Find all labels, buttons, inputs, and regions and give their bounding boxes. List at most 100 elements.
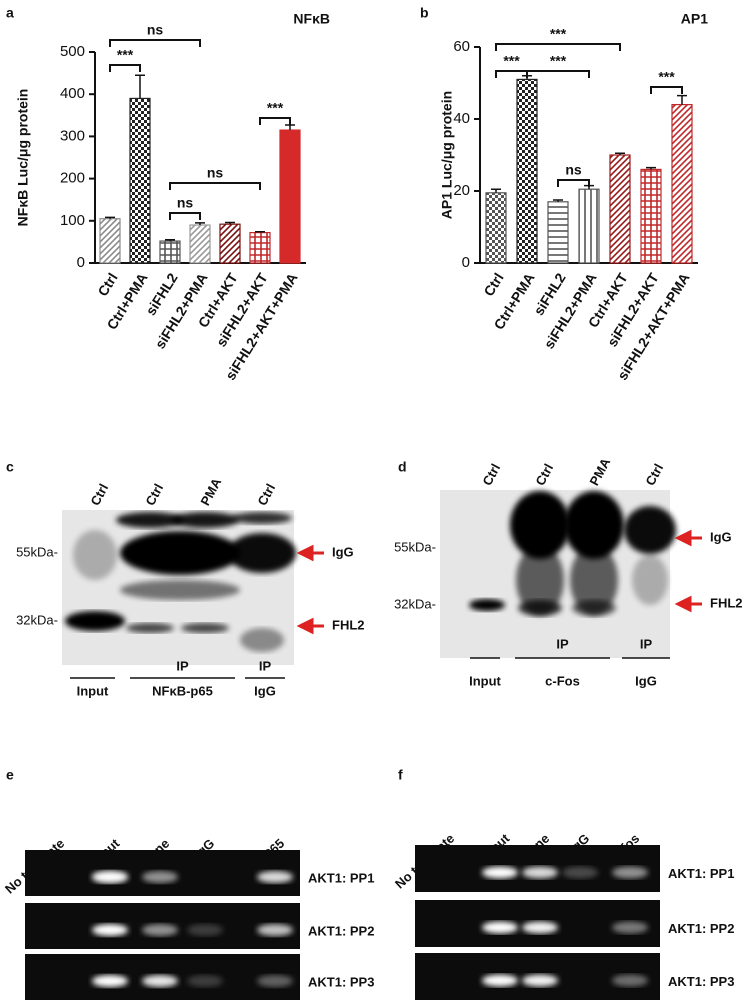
row-label: AKT1: PP1 bbox=[308, 870, 374, 885]
gel-band bbox=[142, 871, 178, 883]
size-marker: 32kDa- bbox=[16, 612, 58, 627]
group-label: Input bbox=[77, 683, 109, 698]
significance-bracket bbox=[495, 70, 528, 78]
bar bbox=[189, 224, 211, 264]
significance-label: ns bbox=[147, 22, 164, 38]
significance-label: ns bbox=[177, 195, 194, 211]
bar bbox=[578, 188, 600, 264]
blot-band bbox=[171, 512, 239, 528]
y-axis-label: AP1 Luc/μg protein bbox=[439, 91, 455, 219]
panel-letter: a bbox=[6, 5, 14, 21]
error-bar bbox=[615, 152, 625, 155]
significance-bracket bbox=[495, 43, 621, 51]
bar bbox=[485, 192, 507, 264]
significance-label: ns bbox=[565, 162, 582, 178]
row-label: AKT1: PP2 bbox=[308, 923, 374, 938]
gel-band bbox=[187, 975, 223, 987]
lane-label: Ctrl bbox=[142, 481, 166, 508]
row-label: AKT1: PP3 bbox=[668, 974, 734, 989]
significance-bracket bbox=[526, 70, 590, 78]
lane-label: PMA bbox=[586, 455, 613, 488]
error-bar bbox=[105, 216, 115, 219]
chart-title: AP1 bbox=[681, 11, 708, 27]
ip-label: IP bbox=[640, 636, 653, 651]
significance-label: ns bbox=[207, 165, 224, 181]
y-tick-label: 200 bbox=[60, 170, 85, 187]
blot-band bbox=[240, 628, 284, 652]
blot-band bbox=[570, 545, 618, 615]
bar bbox=[516, 78, 538, 264]
error-bar bbox=[195, 222, 205, 226]
gel-band bbox=[187, 924, 223, 936]
bar bbox=[671, 103, 693, 264]
x-tick-label: Ctrl bbox=[94, 270, 120, 299]
lane-label: Ctrl bbox=[532, 461, 556, 488]
bar bbox=[640, 168, 662, 264]
error-bar bbox=[646, 166, 656, 170]
y-tick-label: 500 bbox=[60, 43, 85, 60]
gel-band bbox=[92, 871, 128, 883]
gel-band bbox=[257, 871, 293, 883]
ip-label: IP bbox=[556, 636, 569, 651]
blot-band bbox=[469, 599, 505, 611]
blot-band bbox=[228, 533, 296, 573]
significance-bracket bbox=[109, 64, 141, 72]
y-tick-label: 300 bbox=[60, 127, 85, 144]
gel-band bbox=[482, 866, 518, 879]
gel-band bbox=[522, 866, 558, 879]
error-bar bbox=[135, 74, 145, 99]
red-arrow bbox=[296, 544, 324, 562]
group-label: c-Fos bbox=[545, 673, 580, 688]
x-tick-label: Ctrl bbox=[480, 270, 506, 299]
ip-label: IP bbox=[259, 658, 272, 673]
y-tick-label: 400 bbox=[60, 85, 85, 102]
gel-band bbox=[142, 924, 178, 936]
band-label: FHL2 bbox=[332, 617, 365, 632]
gel-band bbox=[612, 921, 648, 934]
group-label: IgG bbox=[254, 683, 276, 698]
blot-band bbox=[126, 623, 174, 633]
blot-band bbox=[65, 611, 125, 631]
bar bbox=[99, 218, 121, 264]
row-label: AKT1: PP2 bbox=[668, 921, 734, 936]
blot-band bbox=[516, 545, 564, 615]
blot-band bbox=[232, 512, 292, 524]
blot-band bbox=[73, 530, 117, 580]
blot-band bbox=[120, 531, 240, 575]
y-tick-label: 0 bbox=[462, 254, 470, 271]
lane-label: Ctrl bbox=[642, 461, 666, 488]
blot-band bbox=[181, 623, 229, 633]
gel-band bbox=[562, 866, 598, 879]
significance-label: *** bbox=[503, 53, 520, 69]
red-arrow bbox=[296, 617, 324, 635]
significance-bracket bbox=[109, 39, 201, 47]
lane-label: Ctrl bbox=[87, 481, 111, 508]
significance-label: *** bbox=[658, 69, 675, 85]
gel-band bbox=[142, 975, 178, 987]
panel-letter: e bbox=[6, 767, 14, 783]
bar bbox=[249, 232, 271, 264]
error-bar bbox=[165, 239, 175, 242]
blot-band bbox=[120, 580, 240, 600]
blot-band bbox=[572, 600, 616, 616]
group-label: NFκB-p65 bbox=[152, 683, 213, 698]
y-tick-label: 0 bbox=[77, 254, 85, 271]
panel-letter: c bbox=[6, 459, 14, 475]
blot-band bbox=[632, 555, 668, 605]
gel-band bbox=[482, 921, 518, 934]
bar bbox=[279, 129, 301, 264]
panel-letter: d bbox=[398, 459, 407, 475]
blot-band bbox=[624, 506, 676, 554]
ip-label: IP bbox=[176, 658, 189, 673]
error-bar bbox=[553, 199, 563, 202]
group-label: IgG bbox=[635, 673, 657, 688]
blot-band bbox=[510, 491, 570, 559]
gel-band bbox=[257, 975, 293, 987]
panel-letter: f bbox=[398, 767, 403, 783]
significance-bracket bbox=[169, 182, 261, 190]
red-arrow bbox=[674, 529, 702, 547]
gel-band bbox=[522, 921, 558, 934]
bar bbox=[159, 240, 181, 264]
lane-label: Ctrl bbox=[479, 461, 503, 488]
